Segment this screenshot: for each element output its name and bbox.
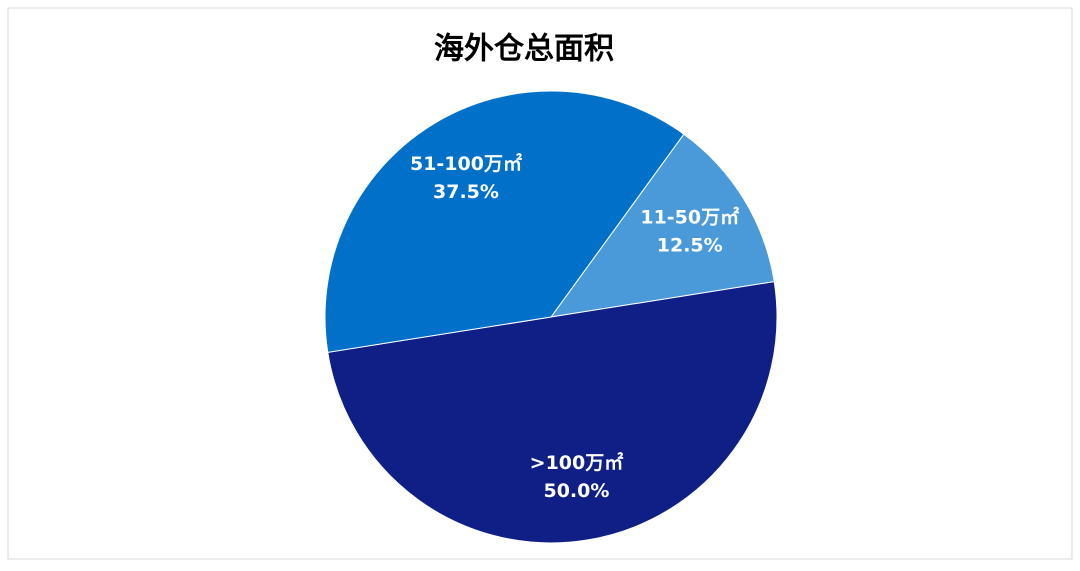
slice-value-label: 50.0% [543,480,609,502]
pie-slice [324,90,685,353]
chart-title: 海外仓总面积 [434,32,614,67]
slice-value-label: 12.5% [657,234,723,256]
slice-label: 11-50万㎡ [640,205,739,228]
slice-label: 51-100万㎡ [410,152,522,175]
slice-label: >100万㎡ [530,451,624,474]
pie-slice [327,281,778,544]
pie-slice [549,133,775,318]
slice-value-label: 37.5% [433,181,499,203]
